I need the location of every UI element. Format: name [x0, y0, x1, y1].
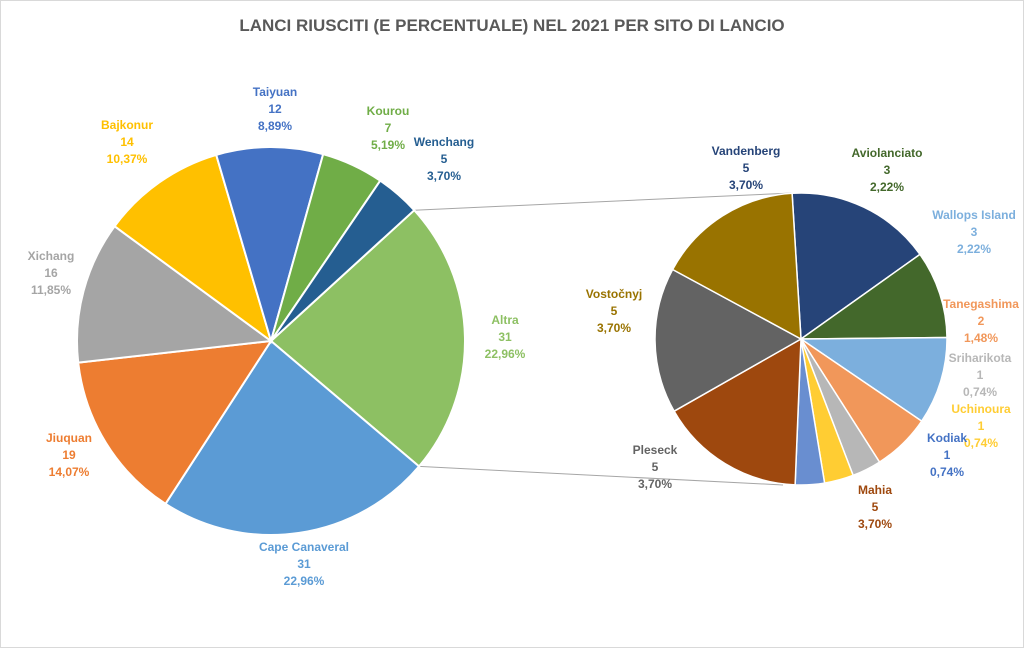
connector-line-top	[414, 192, 794, 211]
secondary-label-kodiak: Kodiak 1 0,74%	[927, 431, 967, 479]
secondary-slice-aviolanciato	[798, 253, 948, 340]
main-label-cape-canaveral: Cape Canaveral 31 22,96%	[259, 540, 349, 588]
secondary-label-sriharikota: Sriharikota 1 0,74%	[949, 351, 1012, 399]
connector-line-bottom	[418, 465, 784, 486]
main-slice-xichang	[76, 224, 274, 364]
main-label-jiuquan: Jiuquan 19 14,07%	[46, 431, 92, 479]
secondary-slice-pleseck	[654, 268, 803, 413]
main-label-bajkonur: Bajkonur 14 10,37%	[101, 118, 153, 166]
main-slice-jiuquan	[77, 339, 273, 506]
secondary-label-uchinoura: Uchinoura 1 0,74%	[951, 402, 1011, 450]
main-slice-bajkonur	[113, 153, 273, 344]
main-slice-altra	[269, 208, 466, 468]
secondary-slice-vandenberg	[791, 192, 922, 341]
main-slice-cape-canaveral	[164, 339, 421, 536]
secondary-label-wallops-island: Wallops Island 3 2,22%	[932, 208, 1016, 256]
secondary-label-mahia: Mahia 5 3,70%	[858, 483, 892, 531]
secondary-label-vandenberg: Vandenberg 5 3,70%	[712, 144, 781, 192]
main-slice-taiyuan	[214, 146, 325, 345]
secondary-label-aviolanciato: Aviolanciato 3 2,22%	[852, 146, 923, 194]
main-label-altra: Altra 31 22,96%	[485, 313, 526, 361]
secondary-label-pleseck: Pleseck 5 3,70%	[633, 443, 678, 491]
main-label-taiyuan: Taiyuan 12 8,89%	[253, 85, 297, 133]
main-label-xichang: Xichang 16 11,85%	[28, 249, 75, 297]
main-slice-wenchang	[270, 179, 416, 342]
secondary-slice-wallops-island	[798, 336, 948, 423]
secondary-slice-mahia	[673, 337, 802, 486]
chart-title: LANCI RIUSCITI (E PERCENTUALE) NEL 2021 …	[239, 16, 784, 35]
secondary-label-tanegashima: Tanegashima 2 1,48%	[943, 297, 1019, 345]
main-label-kourou: Kourou 7 5,19%	[367, 104, 410, 152]
main-label-wenchang: Wenchang 5 3,70%	[414, 135, 474, 183]
secondary-label-vostocnyj: Vostočnyj 5 3,70%	[586, 287, 642, 335]
secondary-slice-vostocnyj	[671, 192, 802, 341]
